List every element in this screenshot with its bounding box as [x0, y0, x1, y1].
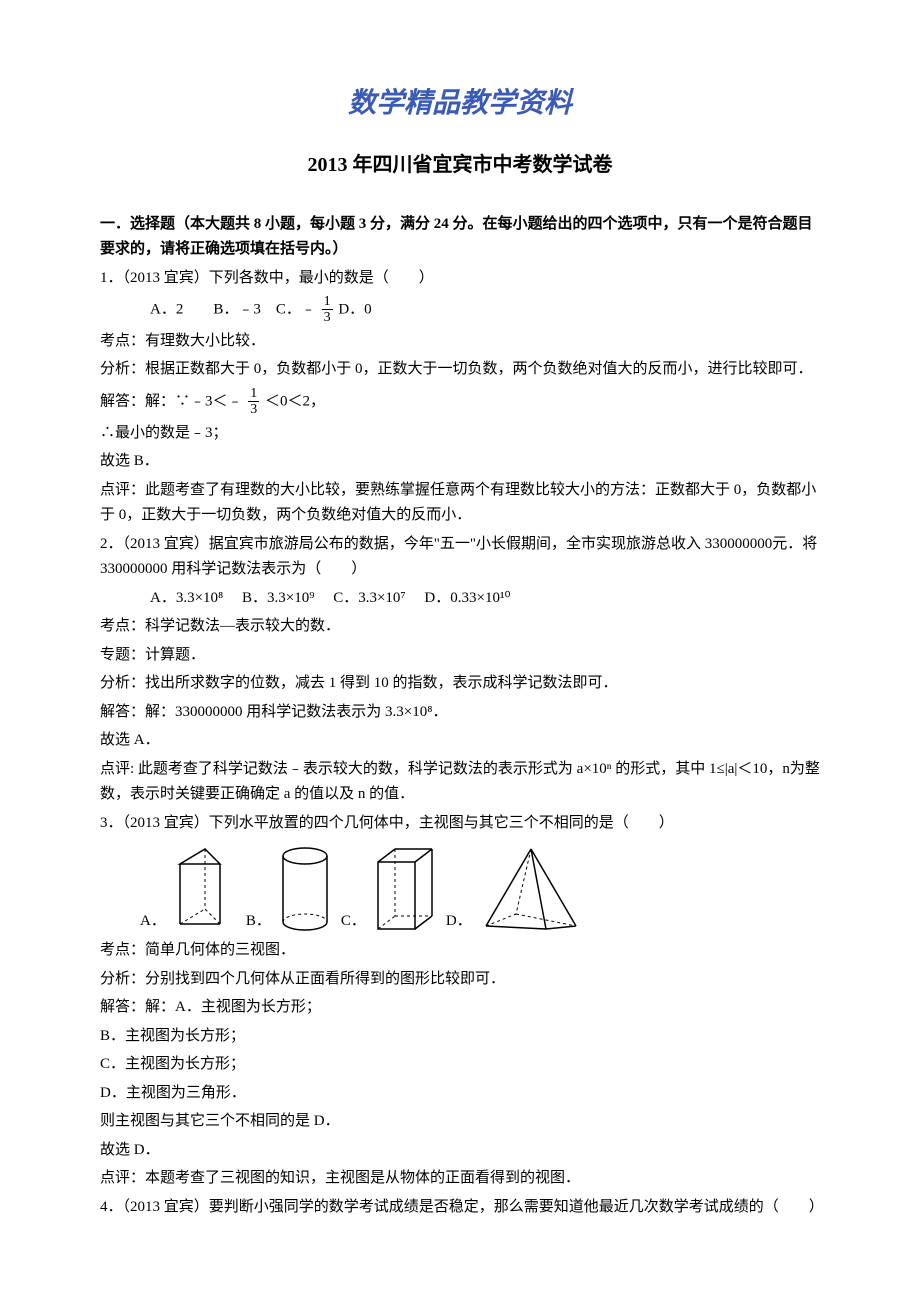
- q3-kaodian: 考点：简单几何体的三视图．: [100, 938, 820, 964]
- q3-label-A: A．: [140, 909, 166, 935]
- q3-line2: 故选 D．: [100, 1138, 820, 1164]
- q2-dianping: 点评: 此题考查了科学记数法﹣表示较大的数，科学记数法的表示形式为 a×10ⁿ …: [100, 757, 820, 808]
- q1-options: A．2 B．﹣3 C．﹣ 1 3 D．0: [100, 294, 820, 326]
- q1-jieda: 解答：解：∵﹣3＜﹣ 1 3 ＜0＜2，: [100, 386, 820, 418]
- q1-stem: 1．（2013 宜宾）下列各数中，最小的数是（ ）: [100, 266, 820, 292]
- q3-lineD: D．主视图为三角形．: [100, 1081, 820, 1107]
- q3-option-D: D．: [446, 844, 586, 934]
- q2-options: A．3.3×10⁸ B．3.3×10⁹ C．3.3×10⁷ D．0.33×10¹…: [100, 586, 820, 612]
- q1-jd-post: ＜0＜2，: [265, 393, 325, 409]
- q2-jieda: 解答：解：330000000 用科学记数法表示为 3.3×10⁸．: [100, 700, 820, 726]
- q2-zhuanti: 专题：计算题．: [100, 643, 820, 669]
- q2-stem: 2．（2013 宜宾）据宜宾市旅游局公布的数据，今年"五一"小长假期间，全市实现…: [100, 532, 820, 583]
- q2-kaodian: 考点：科学记数法—表示较大的数．: [100, 614, 820, 640]
- q3-option-B: B．: [246, 844, 335, 934]
- q3-label-C: C．: [341, 909, 366, 935]
- q3-fenxi: 分析：分别找到四个几何体从正面看所得到的图形比较即可．: [100, 967, 820, 993]
- frac-num: 1: [248, 386, 259, 402]
- q1-optD: D．0: [338, 301, 371, 317]
- fraction-icon: 1 3: [322, 294, 333, 326]
- q3-option-C: C．: [341, 844, 440, 934]
- q1-line2: 故选 B．: [100, 449, 820, 475]
- cylinder-icon: [275, 844, 335, 934]
- q3-shapes-row: A． B． C．: [140, 844, 820, 934]
- q3-label-B: B．: [246, 909, 271, 935]
- frac-den: 3: [248, 402, 259, 417]
- q3-jieda: 解答：解：A．主视图为长方形；: [100, 995, 820, 1021]
- q1-dianping: 点评：此题考查了有理数的大小比较，要熟练掌握任意两个有理数比较大小的方法：正数都…: [100, 478, 820, 529]
- q1-line1: ∴最小的数是﹣3；: [100, 421, 820, 447]
- q3-option-A: A．: [140, 844, 240, 934]
- fraction-icon: 1 3: [248, 386, 259, 418]
- q3-lineB: B．主视图为长方形；: [100, 1024, 820, 1050]
- q2-fenxi: 分析：找出所求数字的位数，减去 1 得到 10 的指数，表示成科学记数法即可．: [100, 671, 820, 697]
- exam-title: 2013 年四川省宜宾市中考数学试卷: [100, 148, 820, 182]
- q4-stem: 4．（2013 宜宾）要判断小强同学的数学考试成绩是否稳定，那么需要知道他最近几…: [100, 1195, 820, 1221]
- frac-num: 1: [322, 294, 333, 310]
- q1-kaodian: 考点：有理数大小比较．: [100, 329, 820, 355]
- cuboid-icon: [370, 844, 440, 934]
- q3-lineC: C．主视图为长方形；: [100, 1052, 820, 1078]
- q3-dianping: 点评：本题考查了三视图的知识，主视图是从物体的正面看得到的视图．: [100, 1166, 820, 1192]
- q2-line1: 故选 A．: [100, 728, 820, 754]
- section-1-heading: 一．选择题（本大题共 8 小题，每小题 3 分，满分 24 分。在每小题给出的四…: [100, 212, 820, 263]
- banner-title: 数学精品教学资料: [100, 80, 820, 128]
- q3-line1: 则主视图与其它三个不相同的是 D．: [100, 1109, 820, 1135]
- q1-jd-pre: 解答：解：∵﹣3＜﹣: [100, 393, 243, 409]
- triangular-prism-icon: [170, 844, 240, 934]
- pyramid-icon: [476, 844, 586, 934]
- q3-label-D: D．: [446, 909, 472, 935]
- q1-fenxi: 分析：根据正数都大于 0，负数都小于 0，正数大于一切负数，两个负数绝对值大的反…: [100, 357, 820, 383]
- frac-den: 3: [322, 310, 333, 325]
- q1-opts-pre: A．2 B．﹣3 C．﹣: [150, 301, 316, 317]
- q3-stem: 3．（2013 宜宾）下列水平放置的四个几何体中，主视图与其它三个不相同的是（ …: [100, 811, 820, 837]
